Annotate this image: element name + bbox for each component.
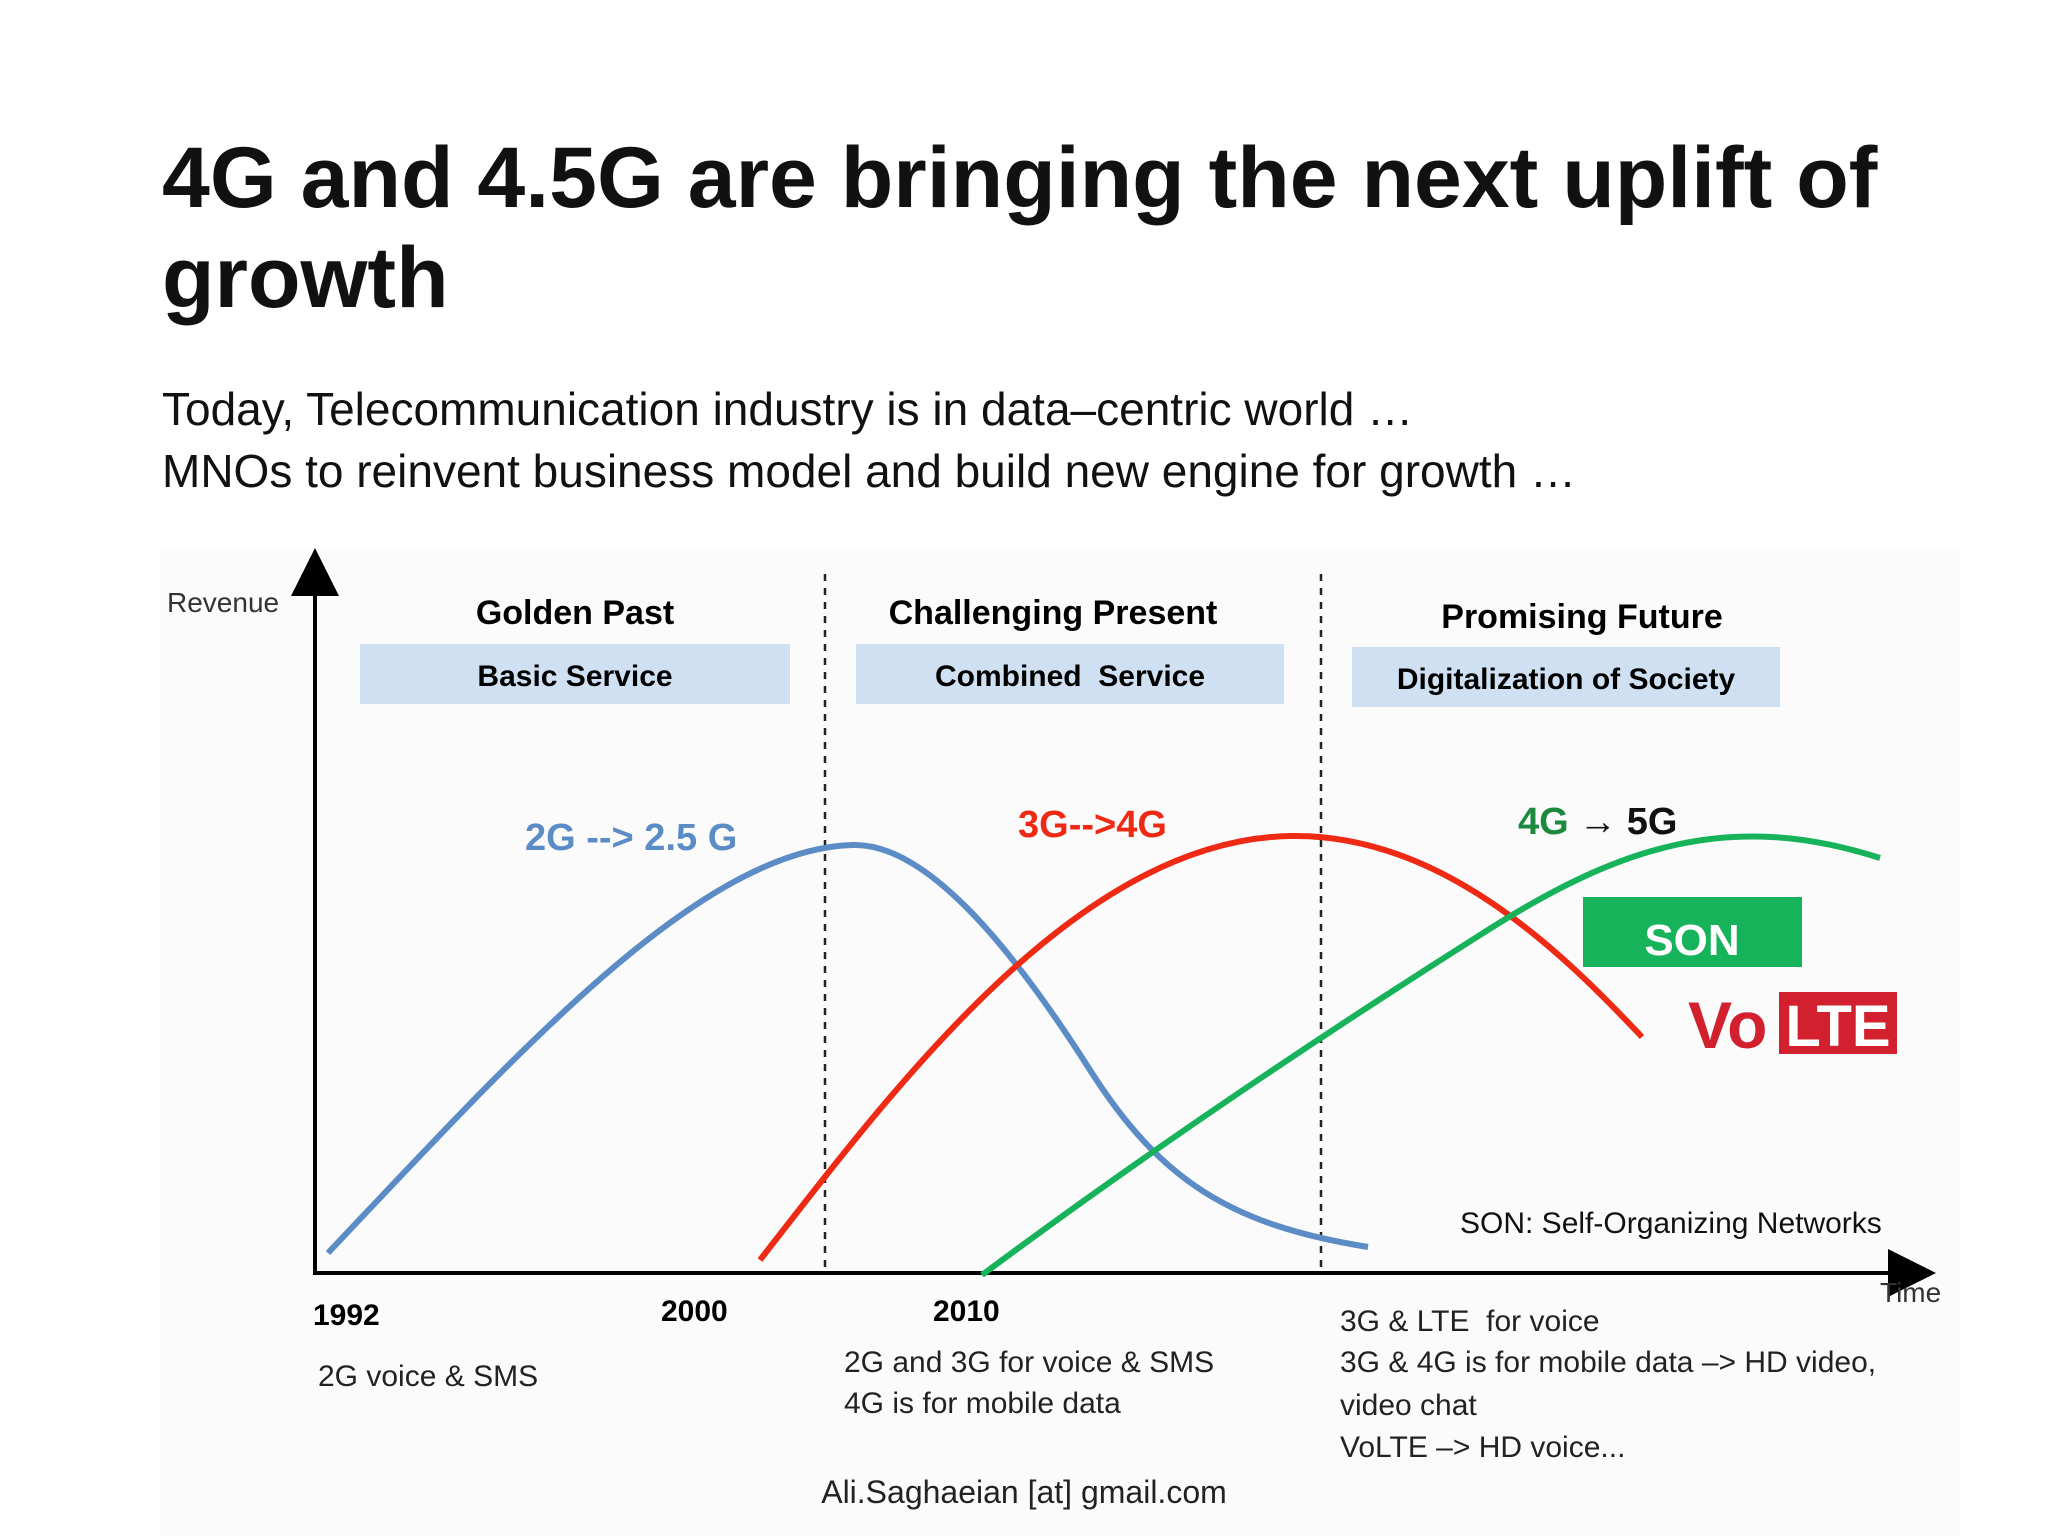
subtitle-line-1: Today, Telecommunication industry is in … [162, 383, 1414, 435]
slide-title: 4G and 4.5G are bringing the next uplift… [162, 130, 1878, 326]
year-2000: 2000 [661, 1295, 728, 1328]
slide-subtitle: Today, Telecommunication industry is in … [162, 378, 1962, 502]
curve-label-5g: 5G [1627, 801, 1678, 843]
band-label-digitalization: Digitalization of Society [1397, 663, 1736, 696]
curve-3g-4g [757, 832, 1645, 1262]
band-label-basic: Basic Service [477, 660, 672, 693]
son-note: SON: Self-Organizing Networks [1460, 1207, 1882, 1240]
volte-logo-vo: Vo [1688, 988, 1767, 1062]
curve-2g [325, 841, 1369, 1256]
band-label-combined: Combined Service [935, 660, 1205, 693]
curve-4g-5g [980, 833, 1881, 1278]
era-band-1 [360, 644, 790, 704]
note-future-2: 3G & 4G is for mobile data –> HD video, [1340, 1346, 1876, 1379]
year-2010: 2010 [933, 1295, 1000, 1328]
era-band-2 [856, 644, 1284, 704]
note-future-1: 3G & LTE for voice [1340, 1305, 1600, 1338]
note-golden-1: 2G voice & SMS [318, 1360, 538, 1393]
era-title-present: Challenging Present [889, 594, 1218, 632]
curve-label-4g: 4G [1518, 801, 1569, 843]
subtitle-line-2: MNOs to reinvent business model and buil… [162, 445, 1576, 497]
note-future-4: VoLTE –> HD voice... [1340, 1431, 1625, 1464]
note-future-3: video chat [1340, 1389, 1477, 1422]
note-present-1: 2G and 3G for voice & SMS [844, 1346, 1214, 1379]
y-axis-label: Revenue [167, 587, 279, 618]
year-1992: 1992 [313, 1299, 380, 1332]
x-axis-label: Time [1880, 1277, 1941, 1308]
son-box [1583, 897, 1802, 967]
diagram-panel [160, 548, 1960, 1536]
era-title-golden: Golden Past [476, 594, 674, 632]
era-title-future: Promising Future [1441, 598, 1722, 636]
curve-label-4g-5g: 4G → 5G [1518, 801, 1677, 843]
curve-label-3g-4g: 3G-->4G [1018, 804, 1167, 846]
note-present-2: 4G is for mobile data [844, 1387, 1121, 1420]
volte-logo-box [1779, 992, 1897, 1054]
curve-label-2g: 2G --> 2.5 G [525, 817, 737, 859]
volte-logo-lte: LTE [1785, 994, 1890, 1059]
era-band-3 [1352, 647, 1780, 707]
son-label: SON [1644, 916, 1739, 965]
footer-credit: Ali.Saghaeian [at] gmail.com [821, 1474, 1227, 1510]
arrow-icon: → [1579, 801, 1617, 843]
